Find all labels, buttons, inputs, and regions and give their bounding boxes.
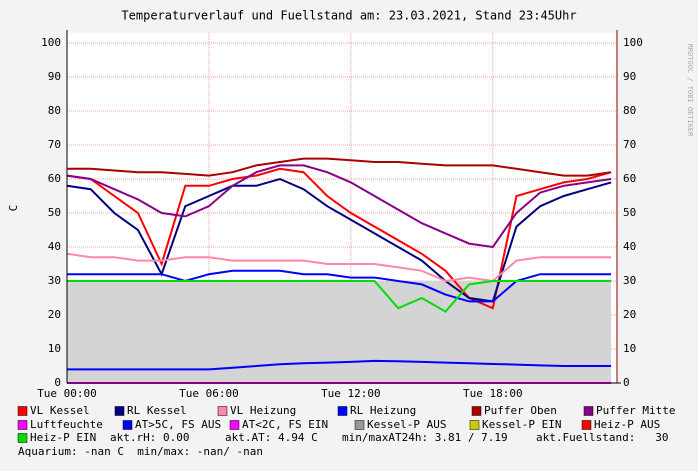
- series-line: [67, 269, 612, 303]
- series-line: [67, 280, 612, 313]
- watermark: RRDTOOL / TOBI OETIKER: [686, 44, 694, 138]
- y-tick-label-right: 40: [623, 240, 636, 253]
- y-tick-label: 70: [48, 138, 61, 151]
- y-tick-label: 10: [48, 342, 61, 355]
- y-tick-label-right: 100: [623, 36, 643, 49]
- series-line: [66, 164, 612, 249]
- y-tick-label-right: 70: [623, 138, 636, 151]
- series-line: [66, 167, 612, 310]
- y-tick-label-right: 0: [623, 376, 630, 389]
- y-tick-label-right: 30: [623, 274, 636, 287]
- series-line: [66, 177, 612, 303]
- y-tick-label: 80: [48, 104, 61, 117]
- x-tick-label: Tue 12:00: [321, 387, 381, 400]
- info-text: akt.AT: 4.94 C: [225, 431, 318, 444]
- y-tick-label-right: 90: [623, 70, 636, 83]
- y-tick-label: 60: [48, 172, 61, 185]
- y-tick-label: 20: [48, 308, 61, 321]
- legend-swatch: [469, 420, 480, 430]
- x-tick-label: Tue 06:00: [179, 387, 239, 400]
- legend-label: VL Heizung: [230, 404, 296, 417]
- legend-label: RL Kessel: [127, 404, 187, 417]
- y-tick-label: 30: [48, 274, 61, 287]
- legend-swatch: [471, 406, 482, 416]
- legend-label: RL Heizung: [350, 404, 416, 417]
- series-line: [67, 157, 612, 177]
- y-tick-label-right: 80: [623, 104, 636, 117]
- info-text: akt.rH: 0.00: [110, 431, 189, 444]
- legend-swatch: [114, 406, 125, 416]
- legend-label: Heiz-P EIN: [30, 431, 96, 444]
- legend-label: AT>5C, FS AUS: [135, 418, 221, 431]
- legend-label: Puffer Mitte: [596, 404, 675, 417]
- y-tick-label: 0: [54, 376, 61, 389]
- chart-title: Temperaturverlauf und Fuellstand am: 23.…: [121, 9, 576, 23]
- x-tick-label: Tue 18:00: [463, 387, 523, 400]
- legend-swatch: [217, 406, 228, 416]
- y-tick-label: 90: [48, 70, 61, 83]
- y-tick-label-right: 60: [623, 172, 636, 185]
- legend-label: VL Kessel: [30, 404, 90, 417]
- legend-label: Luftfeuchte: [30, 418, 103, 431]
- legend-label: Heiz-P AUS: [594, 418, 660, 431]
- legend-label: Puffer Oben: [484, 404, 557, 417]
- y-tick-label-right: 50: [623, 206, 636, 219]
- info-text: akt.Fuellstand: 30: [536, 431, 668, 444]
- legend-swatch: [581, 420, 592, 430]
- y-tick-label: 40: [48, 240, 61, 253]
- series-line: [66, 252, 612, 283]
- legend-swatch: [17, 433, 28, 443]
- legend-swatch: [354, 420, 365, 430]
- legend-label: Kessel-P EIN: [482, 418, 561, 431]
- legend-swatch: [229, 420, 240, 430]
- info-text: Aquarium: -nan C min/max: -nan/ -nan: [18, 445, 263, 458]
- legend-swatch: [122, 420, 133, 430]
- y-tick-label: 100: [41, 36, 61, 49]
- y-tick-label-right: 10: [623, 342, 636, 355]
- legend-swatch: [583, 406, 594, 416]
- legend-swatch: [17, 420, 28, 430]
- legend-swatch: [337, 406, 348, 416]
- series-area: [67, 281, 612, 383]
- y-tick-label: 50: [48, 206, 61, 219]
- y-tick-label-right: 20: [623, 308, 636, 321]
- legend-label: Kessel-P AUS: [367, 418, 446, 431]
- legend-swatch: [17, 406, 28, 416]
- x-tick-label: Tue 00:00: [37, 387, 97, 400]
- info-text: min/maxAT24h: 3.81 / 7.19: [342, 431, 508, 444]
- y-axis-label: C: [7, 205, 20, 212]
- series-line: [67, 359, 612, 371]
- legend-label: AT<2C, FS EIN: [242, 418, 328, 431]
